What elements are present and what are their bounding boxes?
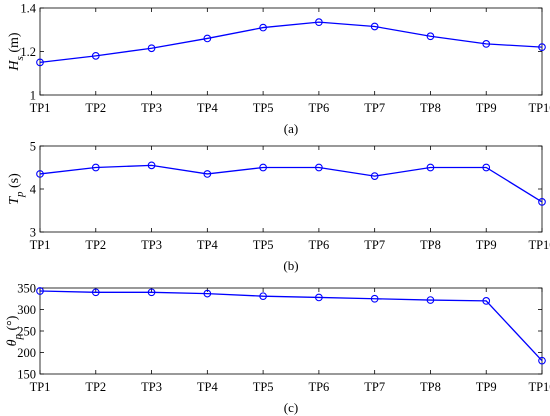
y-axis-symbol: T — [7, 196, 22, 205]
data-point — [91, 288, 100, 297]
data-point — [147, 44, 156, 53]
data-point — [315, 18, 323, 26]
y-tick-label: 1.4 — [20, 2, 36, 16]
y-tick-label: 300 — [17, 303, 36, 317]
data-point — [36, 287, 44, 295]
data-point — [147, 161, 156, 170]
x-tick-label: TP6 — [308, 101, 329, 115]
y-axis-symbol: θ — [5, 339, 20, 346]
x-tick-label: TP5 — [253, 101, 274, 115]
x-tick-label: TP6 — [308, 380, 329, 394]
data-point — [538, 43, 546, 52]
data-point — [147, 288, 156, 297]
x-tick-label: TP10 — [528, 380, 550, 394]
data-point — [426, 32, 435, 41]
x-tick-label: TP2 — [85, 380, 106, 394]
y-tick-label: 200 — [17, 346, 36, 360]
x-tick-label: TP3 — [141, 238, 162, 252]
y-axis-label: Hs (m) — [7, 32, 26, 71]
x-tick-label: TP9 — [476, 380, 497, 394]
y-axis-subscript: s — [14, 56, 26, 60]
y-tick-label: 3 — [30, 226, 36, 240]
x-tick-label: TP5 — [253, 238, 274, 252]
x-tick-label: TP8 — [420, 380, 441, 394]
data-point — [426, 296, 435, 304]
x-tick-label: TP4 — [197, 238, 219, 252]
x-tick-label: TP9 — [476, 101, 497, 115]
panel-3: TP1 TP2 TP3 TP4 TP5 TP6 TP7 TP8 TP9 TP10 150 200 250… — [5, 282, 550, 416]
y-axis-unit: (m) — [7, 32, 22, 56]
x-tick-label: TP1 — [30, 380, 51, 394]
y-axis-subscript: p — [14, 191, 26, 198]
data-point — [482, 297, 491, 305]
y-axis-label: Tp (s) — [7, 173, 26, 205]
data-point — [370, 172, 379, 180]
y-tick-label: 1.2 — [20, 45, 36, 59]
data-point — [482, 40, 491, 48]
x-tick-label: TP9 — [476, 238, 497, 252]
data-point — [259, 23, 267, 32]
x-tick-label: TP4 — [197, 380, 219, 394]
data-point — [203, 289, 212, 298]
x-tick-label: TP3 — [141, 101, 162, 115]
y-tick-label: 1 — [30, 89, 36, 103]
y-tick-label: 250 — [17, 325, 36, 339]
axes-box — [39, 7, 543, 96]
series-line — [39, 290, 543, 362]
x-tick-label: TP4 — [197, 101, 219, 115]
data-point — [91, 51, 100, 60]
data-point — [482, 163, 491, 172]
data-point — [538, 356, 546, 365]
panel-caption: (b) — [283, 258, 298, 273]
y-tick-label: 150 — [17, 368, 36, 382]
x-tick-label: TP3 — [141, 380, 162, 394]
panel-1: TP1 TP2 TP3 TP4 TP5 TP6 TP7 TP8 TP9 TP10 1 1.2 1.4 Hs… — [7, 2, 550, 137]
series-line — [39, 164, 543, 203]
data-point — [315, 163, 323, 172]
y-axis-subscript: p — [12, 334, 24, 341]
data-point — [36, 170, 44, 178]
x-tick-label: TP1 — [30, 101, 51, 115]
y-axis-symbol: H — [7, 60, 22, 72]
x-tick-label: TP6 — [308, 238, 329, 252]
panel-caption: (c) — [284, 400, 298, 415]
data-point — [370, 294, 379, 303]
data-point — [203, 34, 212, 43]
x-tick-label: TP2 — [85, 101, 106, 115]
data-point — [538, 198, 546, 206]
x-tick-label: TP10 — [528, 238, 550, 252]
x-tick-label: TP5 — [253, 380, 274, 394]
data-point — [426, 163, 435, 172]
panel-caption: (a) — [284, 121, 298, 136]
axes-box — [39, 145, 543, 233]
x-tick-label: TP8 — [420, 238, 441, 252]
x-tick-label: TP2 — [85, 238, 106, 252]
x-tick-label: TP7 — [364, 238, 385, 252]
data-point — [315, 293, 323, 302]
y-tick-label: 4 — [30, 183, 37, 197]
x-tick-label: TP7 — [364, 380, 385, 394]
data-point — [203, 170, 212, 178]
y-tick-label: 350 — [17, 282, 36, 296]
y-axis-unit: (°) — [5, 315, 20, 334]
data-point — [36, 58, 44, 67]
x-tick-label: TP1 — [30, 238, 51, 252]
x-tick-label: TP7 — [364, 101, 385, 115]
x-tick-label: TP8 — [420, 101, 441, 115]
y-tick-label: 5 — [30, 140, 36, 154]
data-point — [259, 292, 267, 301]
y-axis-unit: (s) — [7, 173, 22, 192]
data-point — [370, 22, 379, 31]
x-tick-label: TP10 — [528, 101, 550, 115]
data-point — [259, 163, 267, 172]
data-point — [91, 163, 100, 172]
y-axis-label: θp (°) — [5, 315, 24, 346]
panel-2: TP1 TP2 TP3 TP4 TP5 TP6 TP7 TP8 TP9 TP10 3 4 5 Tp (s)… — [7, 140, 550, 274]
series-line — [39, 21, 543, 64]
